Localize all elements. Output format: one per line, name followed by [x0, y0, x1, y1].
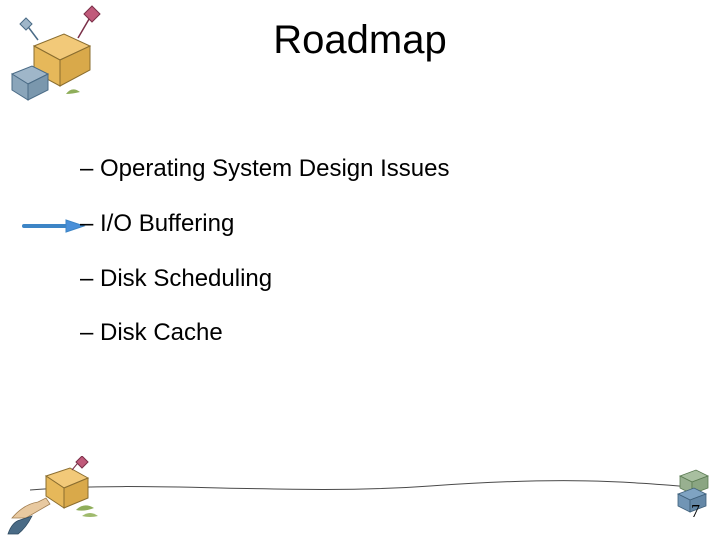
slide: Roadmap – Operating System Design Issues…	[0, 0, 720, 540]
bullet-text: Operating System Design Issues	[100, 155, 450, 182]
bullet-prefix: –	[80, 319, 100, 346]
bullet-text: I/O Buffering	[100, 210, 234, 237]
bullet-item: – Operating System Design Issues	[80, 155, 640, 184]
page-number: 7	[691, 501, 700, 522]
bullet-text: Disk Cache	[100, 319, 223, 346]
current-topic-arrow-icon	[22, 218, 86, 234]
slide-title: Roadmap	[0, 18, 720, 63]
bullet-item: – Disk Scheduling	[80, 265, 640, 294]
footer-divider	[30, 478, 704, 496]
bullet-list: – Operating System Design Issues – I/O B…	[80, 155, 640, 374]
bullet-text: Disk Scheduling	[100, 265, 272, 292]
bullet-prefix: –	[80, 265, 100, 292]
bullet-item: – Disk Cache	[80, 319, 640, 348]
bullet-prefix: –	[80, 210, 100, 237]
bullet-item: – I/O Buffering	[80, 210, 640, 239]
decoration-bottom-left	[6, 456, 106, 536]
bullet-prefix: –	[80, 155, 100, 182]
